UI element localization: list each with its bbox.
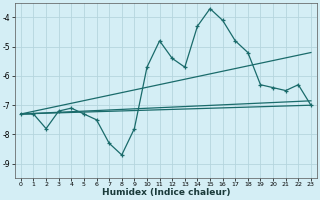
X-axis label: Humidex (Indice chaleur): Humidex (Indice chaleur)	[102, 188, 230, 197]
